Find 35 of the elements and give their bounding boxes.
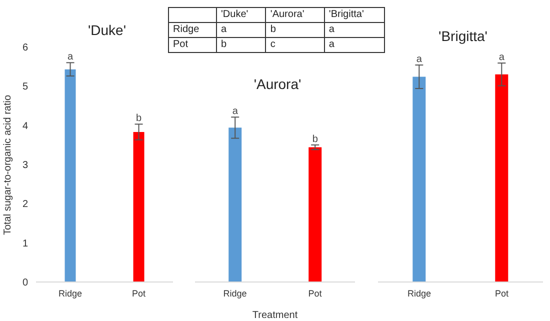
y-tick-label: 1 xyxy=(22,238,28,250)
y-axis-title: Total sugar-to-organic acid ratio xyxy=(2,94,14,236)
y-tick-label: 4 xyxy=(22,120,28,132)
data-label: a xyxy=(498,52,505,64)
data-label: a xyxy=(232,106,238,118)
x-tick-label: Pot xyxy=(494,288,509,298)
category-label: Ridge xyxy=(173,24,200,35)
data-label: b xyxy=(312,134,318,145)
y-tick-label: 3 xyxy=(22,160,28,172)
y-tick-label: 0 xyxy=(22,278,28,289)
data-label: b xyxy=(136,113,142,124)
x-tick-label: Pot xyxy=(132,288,146,298)
category-label: 'Duke' xyxy=(216,8,266,22)
chart-title: 'Brigitta' xyxy=(438,28,488,44)
y-tick-label: 5 xyxy=(22,82,28,93)
text: c xyxy=(270,39,276,50)
category-label: Pot xyxy=(173,39,188,50)
text: a xyxy=(328,39,334,50)
x-tick-label: Ridge xyxy=(223,288,247,298)
chart-title: 'Duke' xyxy=(88,22,126,38)
category-label: 'Brigitta' xyxy=(324,8,384,22)
data-label: a xyxy=(67,52,74,63)
x-tick-label: Pot xyxy=(308,288,322,298)
data-label: a xyxy=(416,54,422,66)
text: a xyxy=(221,24,227,35)
x-axis-title: Treatment xyxy=(252,310,298,321)
y-tick-label: 2 xyxy=(22,199,28,210)
text: a xyxy=(328,24,334,35)
category-label: 'Aurora' xyxy=(266,8,324,22)
text: b xyxy=(221,39,227,50)
y-tick-label: 6 xyxy=(22,42,28,54)
text: b xyxy=(270,24,276,35)
text: 'Aurora' xyxy=(252,76,302,92)
x-tick-label: Ridge xyxy=(58,288,82,298)
x-tick-label: Ridge xyxy=(407,288,432,298)
